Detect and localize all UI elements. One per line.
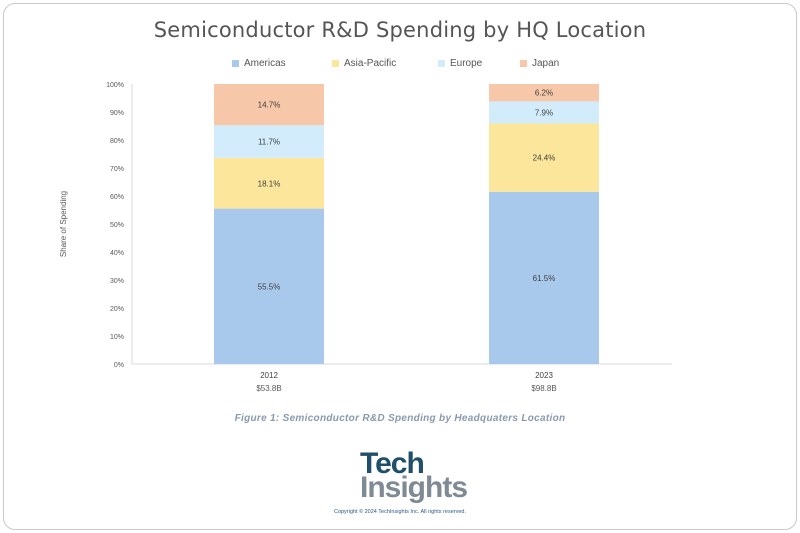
chart-title: Semiconductor R&D Spending by HQ Locatio…	[153, 18, 647, 42]
bar-segment-japan-2012	[214, 84, 324, 126]
chart-frame	[3, 3, 797, 530]
figure-caption: Figure 1: Semiconductor R&D Spending by …	[234, 413, 566, 424]
legend-swatch	[232, 60, 239, 67]
y-tick-label: 80%	[110, 138, 124, 145]
legend-item-asia-pacific: Asia-Pacific	[332, 58, 396, 69]
legend-label: Japan	[532, 58, 560, 69]
bar-segment-europe-2012	[214, 125, 324, 158]
data-label: 14.7%	[258, 101, 281, 110]
techinsights-logo: Tech Insights	[360, 447, 480, 504]
chart-legend: Americas Asia-Pacific Europe Japan	[0, 58, 800, 72]
logo-text-insights: Insights	[360, 471, 468, 504]
bar-segment-americas-2023	[489, 191, 599, 364]
data-label: 61.5%	[533, 274, 556, 283]
data-label: 6.2%	[535, 89, 553, 98]
y-tick-label: 70%	[110, 166, 124, 173]
bar-segment-japan-2023	[489, 84, 599, 102]
y-tick-label: 90%	[110, 110, 124, 117]
data-label: 7.9%	[535, 108, 553, 117]
legend-item-americas: Americas	[232, 58, 286, 69]
legend-swatch	[520, 60, 527, 67]
bar-segment-asia-pacific-2012	[214, 157, 324, 209]
y-tick-label: 60%	[110, 194, 124, 201]
y-tick-label: 0%	[114, 362, 124, 369]
x-tick-label: 2012	[260, 371, 278, 380]
bar-segment-americas-2012	[214, 208, 324, 364]
bar-segment-europe-2023	[489, 101, 599, 124]
y-axis-label: Share of Spending	[59, 191, 68, 257]
y-tick-label: 40%	[110, 250, 124, 257]
data-label: 55.5%	[258, 282, 281, 291]
legend-label: Americas	[244, 58, 286, 69]
y-tick-label: 10%	[110, 334, 124, 341]
x-tick-sublabel: $98.8B	[531, 384, 556, 393]
data-label: 18.1%	[258, 179, 281, 188]
y-tick-label: 20%	[110, 306, 124, 313]
data-label: 24.4%	[533, 154, 556, 163]
legend-item-japan: Japan	[520, 58, 559, 69]
legend-item-europe: Europe	[438, 58, 482, 69]
legend-label: Asia-Pacific	[344, 58, 397, 69]
logo-text-tech: Tech	[360, 447, 425, 480]
x-tick-sublabel: $53.8B	[256, 384, 281, 393]
data-label: 11.7%	[258, 138, 280, 147]
y-tick-label: 100%	[106, 82, 124, 89]
y-tick-label: 50%	[110, 222, 124, 229]
bar-segment-asia-pacific-2023	[489, 123, 599, 192]
legend-swatch	[438, 60, 445, 67]
y-tick-label: 30%	[110, 278, 124, 285]
legend-swatch	[332, 60, 339, 67]
copyright-notice: Copyright © 2024 TechInsights Inc. All r…	[333, 509, 467, 515]
legend-label: Europe	[450, 58, 483, 69]
x-tick-label: 2023	[535, 371, 553, 380]
